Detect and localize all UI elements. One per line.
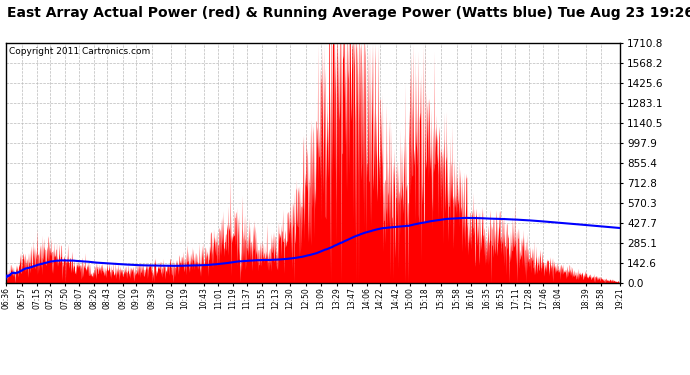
Text: Copyright 2011 Cartronics.com: Copyright 2011 Cartronics.com	[8, 47, 150, 56]
Text: East Array Actual Power (red) & Running Average Power (Watts blue) Tue Aug 23 19: East Array Actual Power (red) & Running …	[7, 6, 690, 20]
